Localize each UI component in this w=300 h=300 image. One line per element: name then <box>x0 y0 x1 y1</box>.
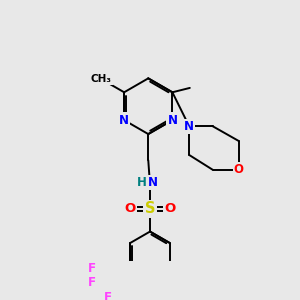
Text: N: N <box>167 114 177 127</box>
Text: H: H <box>137 176 147 189</box>
Text: S: S <box>145 201 155 216</box>
Text: N: N <box>119 114 129 127</box>
Text: F: F <box>104 291 112 300</box>
Text: O: O <box>124 202 136 215</box>
Text: F: F <box>88 276 96 290</box>
Text: O: O <box>234 163 244 176</box>
Text: N: N <box>148 176 158 189</box>
Text: CH₃: CH₃ <box>91 74 112 84</box>
Text: O: O <box>164 202 175 215</box>
Text: F: F <box>88 262 96 275</box>
Text: N: N <box>184 120 194 133</box>
